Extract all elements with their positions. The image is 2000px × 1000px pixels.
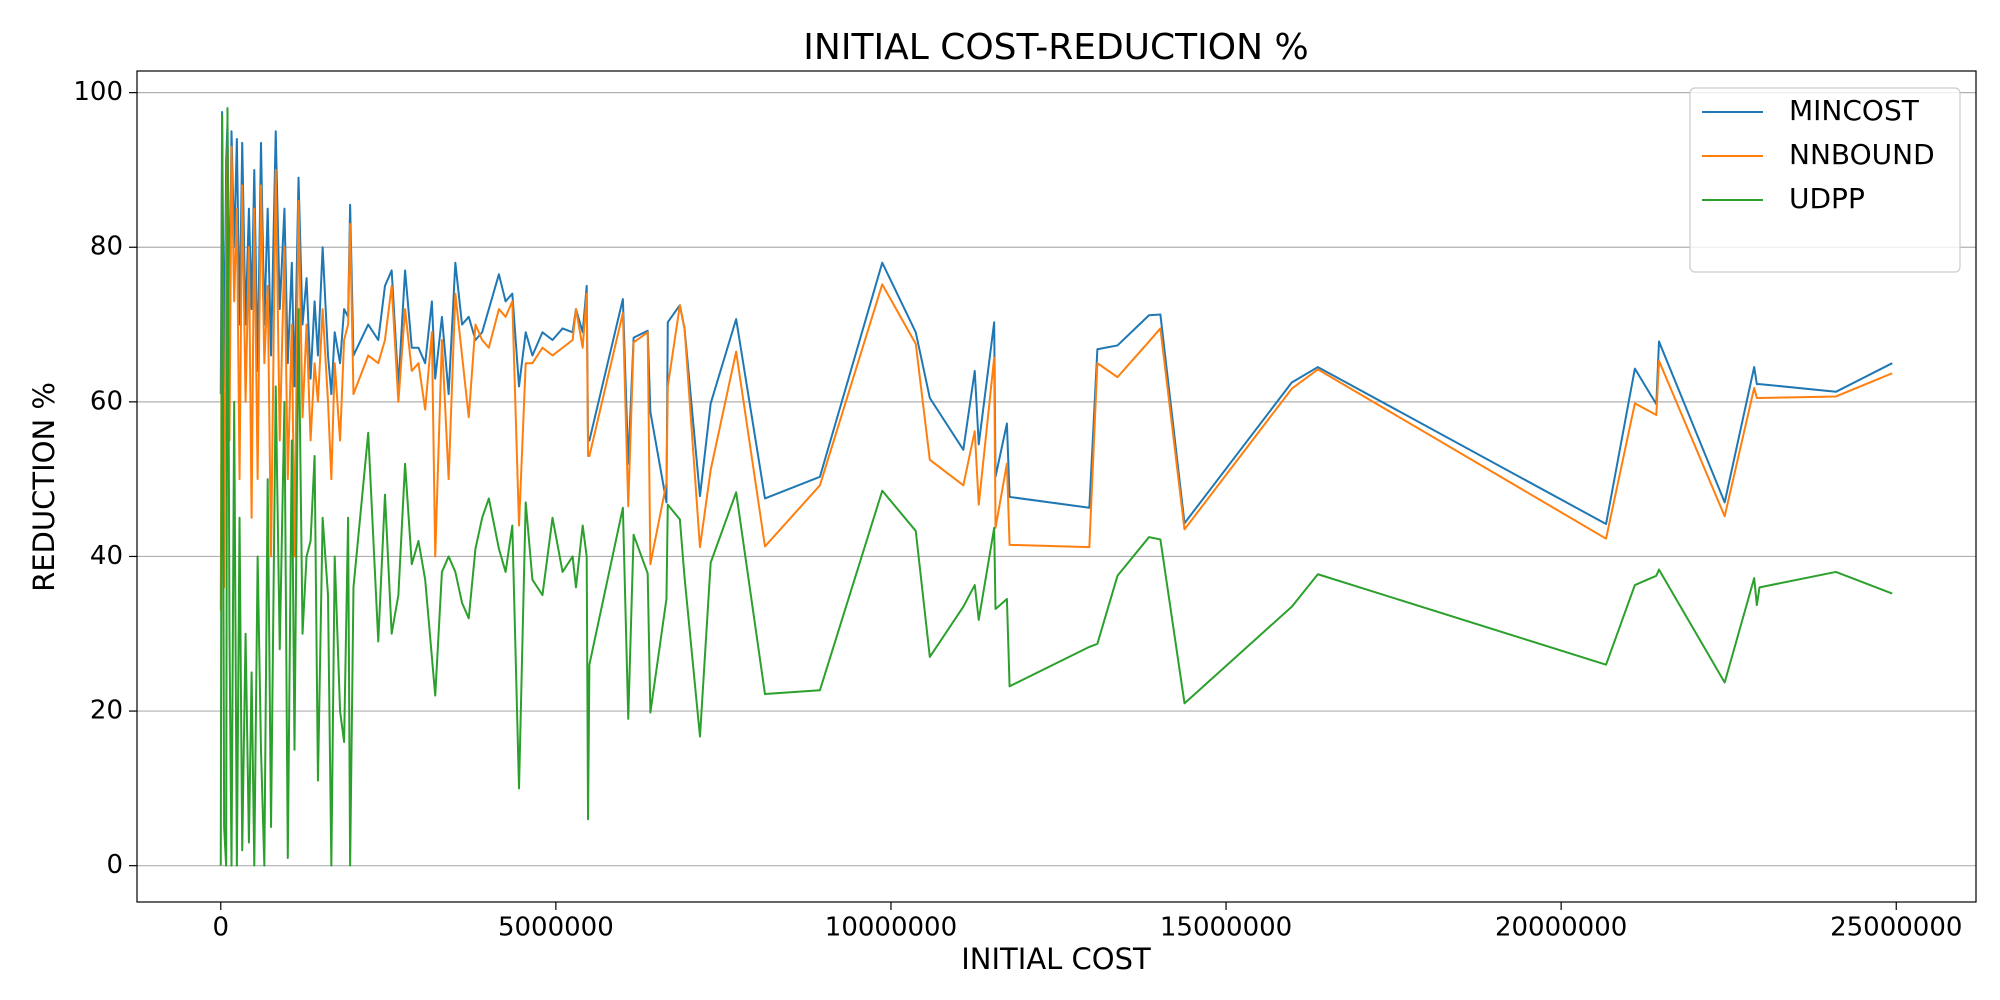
y-axis-label: REDUCTION % xyxy=(27,382,61,592)
legend-label: UDPP xyxy=(1789,182,1865,215)
x-tick-label: 5000000 xyxy=(498,913,614,943)
series-line xyxy=(219,110,1893,525)
legend-label: MINCOST xyxy=(1789,94,1920,127)
x-tick-label: 15000000 xyxy=(1160,913,1292,943)
series-line xyxy=(219,130,1893,611)
y-tick-label: 0 xyxy=(106,850,123,880)
y-tick-label: 20 xyxy=(90,696,123,726)
x-tick-label: 20000000 xyxy=(1495,913,1627,943)
x-tick-label: 25000000 xyxy=(1830,913,1962,943)
y-tick-label: 40 xyxy=(90,541,123,571)
legend-box xyxy=(1689,87,1961,273)
x-tick-label: 10000000 xyxy=(825,913,957,943)
y-tick-label: 60 xyxy=(90,386,123,416)
y-tick-label: 100 xyxy=(73,77,123,107)
legend-label: NNBOUND xyxy=(1789,138,1935,171)
y-tick-label: 80 xyxy=(90,232,123,262)
plot-frame xyxy=(136,70,1977,903)
x-tick-label: 0 xyxy=(213,913,230,943)
x-axis-label: INITIAL COST xyxy=(961,942,1151,976)
chart-title: INITIAL COST-REDUCTION % xyxy=(803,27,1308,68)
series-line xyxy=(219,107,1893,867)
